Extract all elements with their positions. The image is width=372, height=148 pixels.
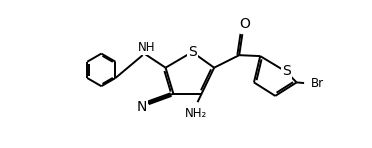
Text: O: O [239,17,250,31]
Text: S: S [188,45,196,59]
Text: NH₂: NH₂ [185,107,207,120]
Text: S: S [282,64,291,78]
Text: Br: Br [311,77,324,90]
Text: N: N [137,100,147,115]
Text: NH: NH [138,41,155,54]
